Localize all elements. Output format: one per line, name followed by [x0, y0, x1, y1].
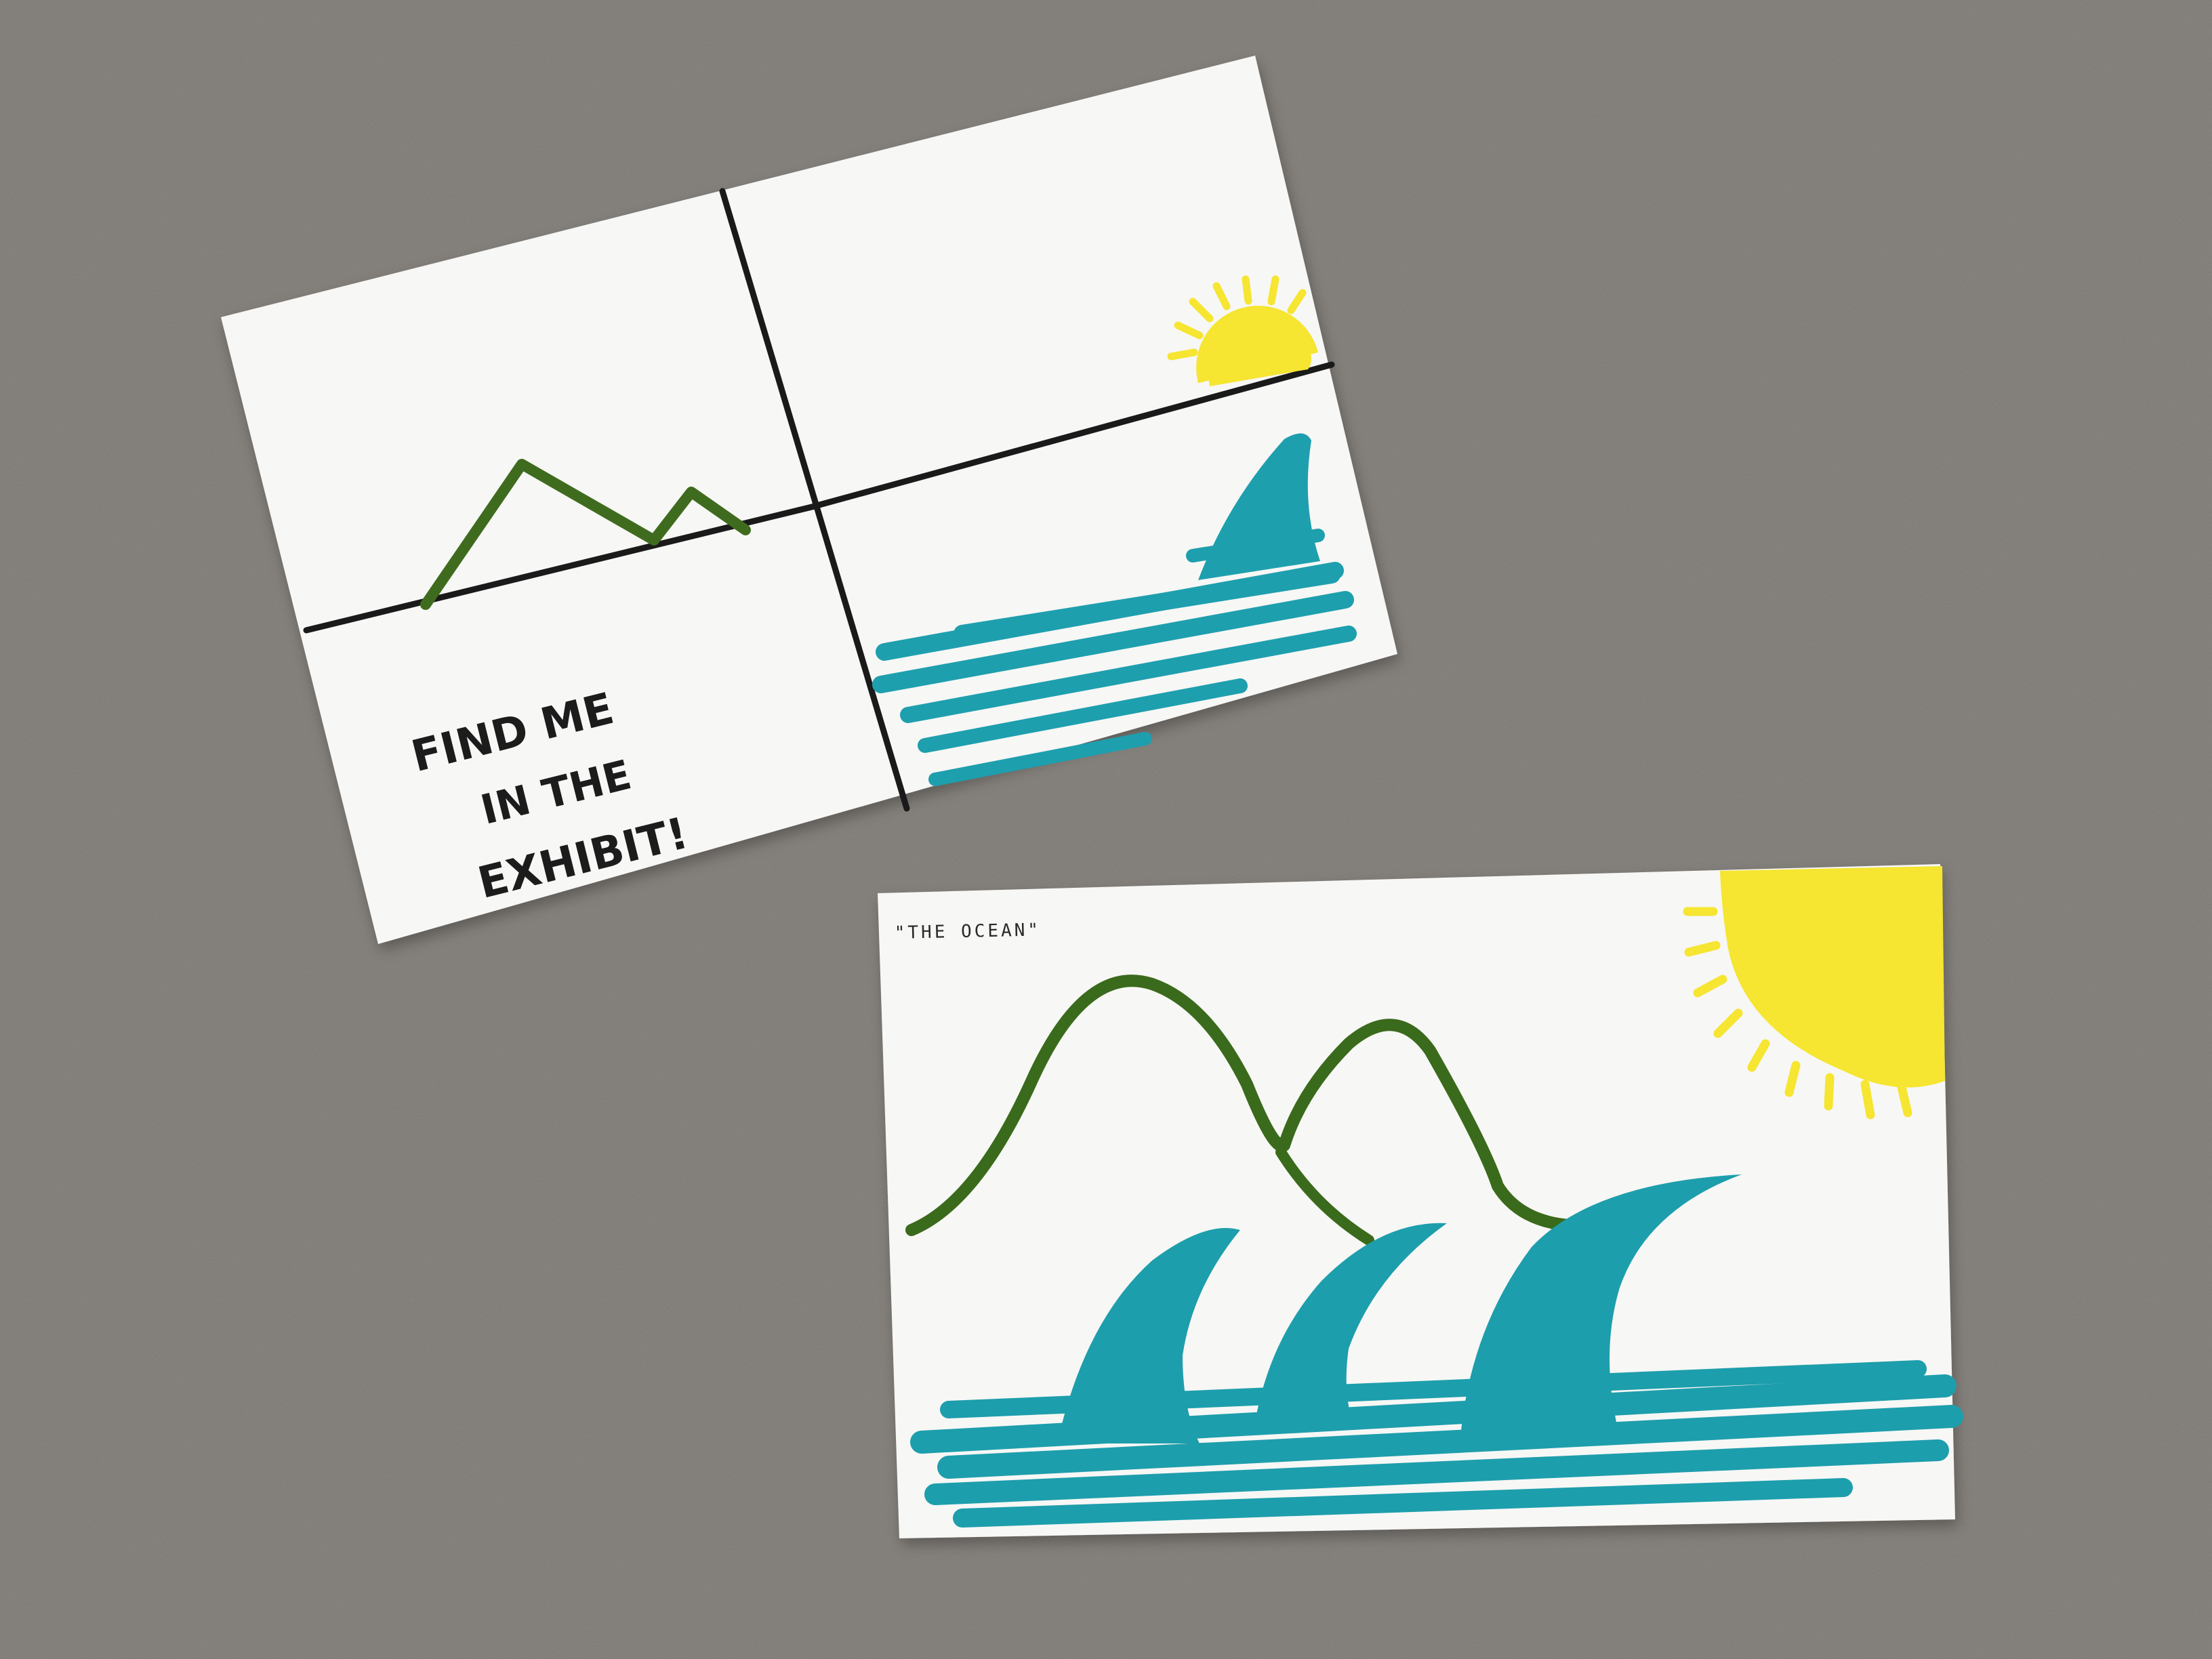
card-title: "THE OCEAN" [895, 920, 1042, 943]
sun-drawing-large [1683, 866, 1945, 1120]
panel-divider-horizontal-left [303, 504, 815, 634]
panel-divider-horizontal-right [808, 361, 1335, 510]
wave-fins-drawing [1057, 1174, 1742, 1443]
card-right: "THE OCEAN" [878, 864, 1963, 1538]
mountain-drawing-small [420, 459, 751, 610]
water-strokes-small [872, 529, 1357, 786]
mountain-drawing-large [905, 975, 1602, 1236]
card-left-paper [221, 56, 1397, 944]
water-strokes-large [910, 1360, 1963, 1528]
sun-drawing-small [1167, 275, 1318, 386]
mountain-valley-line [1275, 1147, 1374, 1246]
panel-divider-vertical [719, 188, 910, 812]
